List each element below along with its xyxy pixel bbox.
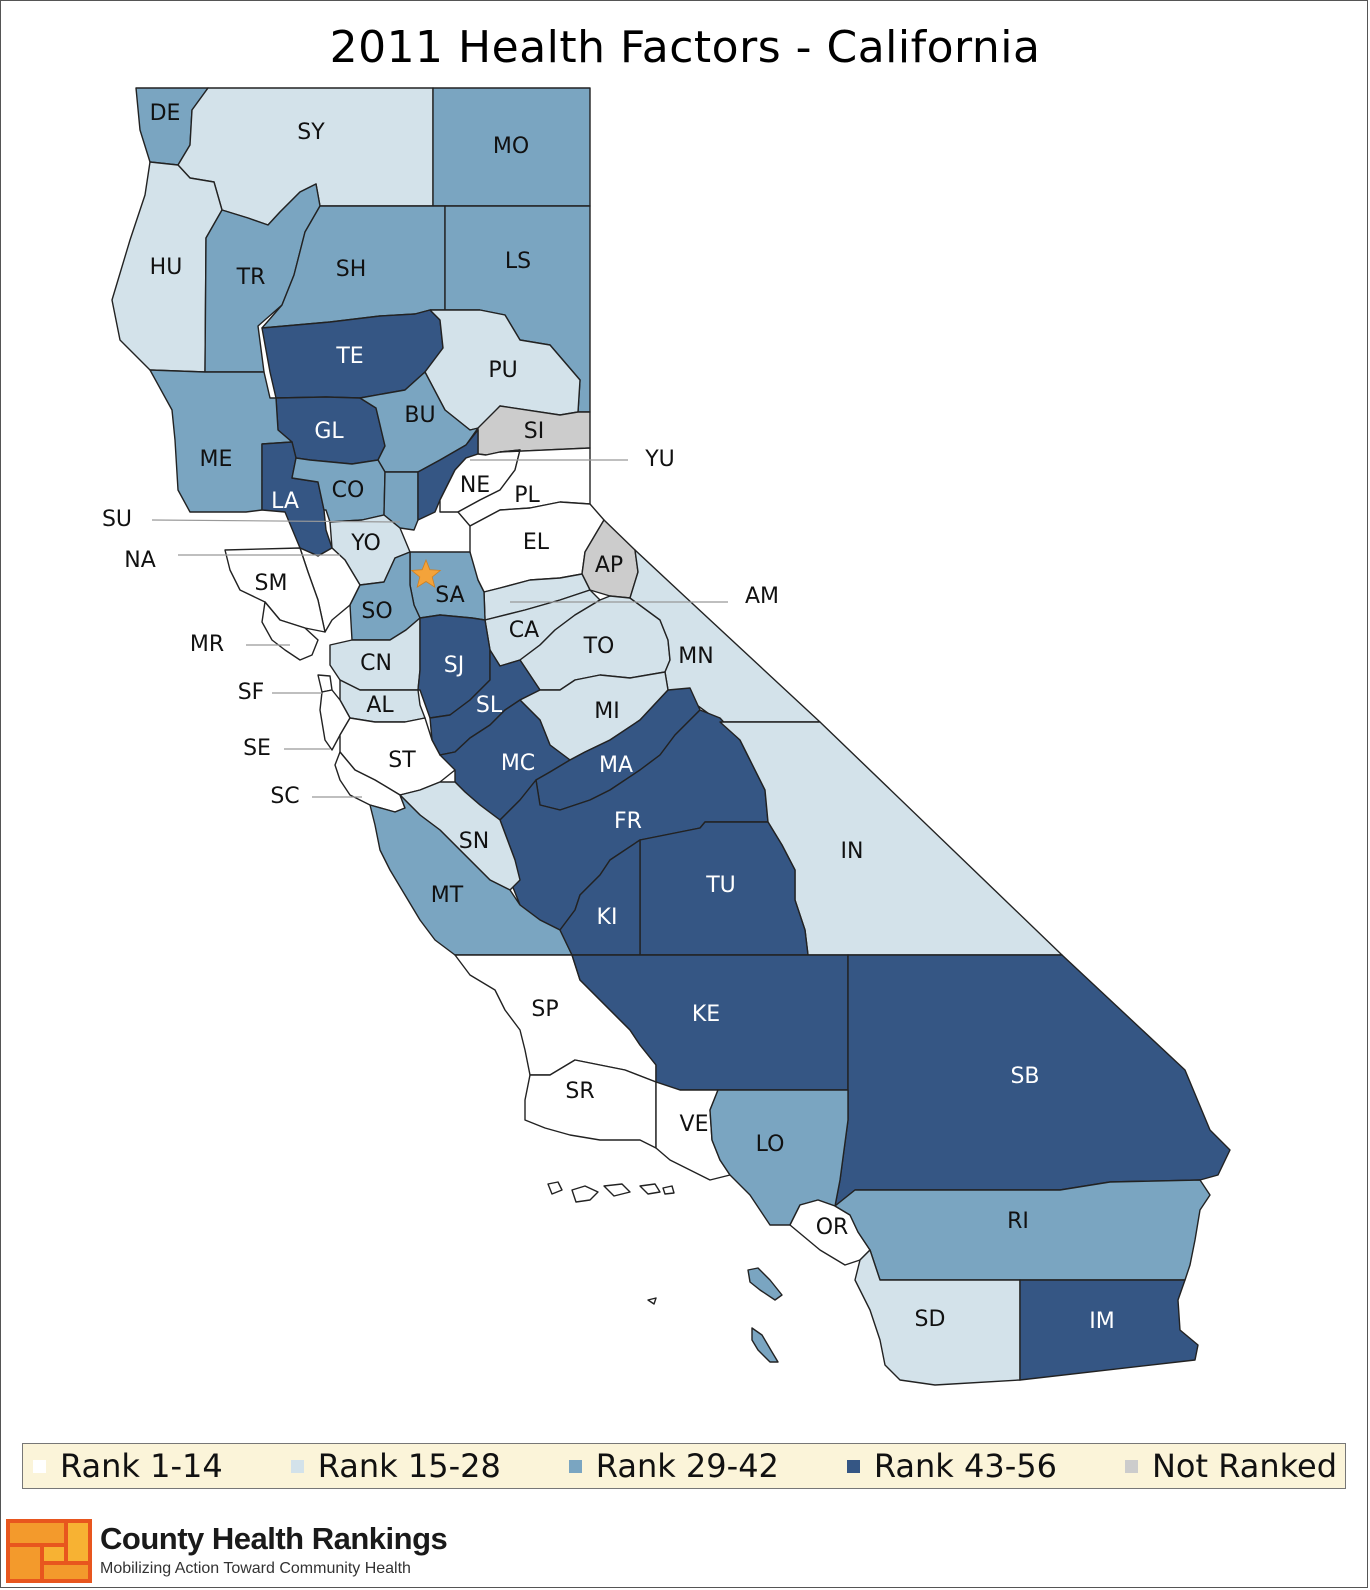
county-sf[interactable] bbox=[317, 674, 333, 693]
brand-tagline: Mobilizing Action Toward Community Healt… bbox=[100, 1560, 411, 1577]
county-label-tu: TU bbox=[705, 873, 736, 898]
island-shape bbox=[751, 1327, 779, 1363]
county-label-ap: AP bbox=[595, 553, 623, 578]
legend-label: Rank 29-42 bbox=[595, 1447, 779, 1485]
county-label-si: SI bbox=[524, 419, 544, 444]
county-label-ki: KI bbox=[597, 905, 618, 930]
county-label-sf: SF bbox=[238, 680, 265, 705]
county-label-im: IM bbox=[1089, 1309, 1114, 1334]
legend-label: Not Ranked bbox=[1151, 1447, 1337, 1485]
county-label-al: AL bbox=[366, 693, 394, 718]
county-label-sl: SL bbox=[476, 693, 503, 718]
county-label-ke: KE bbox=[692, 1002, 720, 1027]
county-label-sm: SM bbox=[255, 571, 288, 596]
county-label-sa: SA bbox=[435, 583, 464, 608]
legend-item-r3: Rank 29-42 bbox=[568, 1447, 779, 1485]
county-label-yo: YO bbox=[350, 531, 381, 556]
legend-label: Rank 43-56 bbox=[873, 1447, 1057, 1485]
county-label-me: ME bbox=[200, 447, 233, 472]
island-shape bbox=[639, 1183, 661, 1195]
county-label-mc: MC bbox=[501, 751, 535, 776]
county-label-or: OR bbox=[816, 1215, 849, 1240]
legend-swatch bbox=[1124, 1459, 1138, 1473]
island-shape bbox=[747, 1267, 783, 1301]
county-label-so: SO bbox=[361, 599, 392, 624]
county-label-sy: SY bbox=[297, 120, 325, 145]
county-lo[interactable] bbox=[709, 1089, 849, 1226]
county-label-ri: RI bbox=[1007, 1209, 1029, 1234]
county-label-to: TO bbox=[583, 634, 615, 659]
county-label-sh: SH bbox=[336, 257, 367, 282]
county-label-sj: SJ bbox=[444, 653, 464, 678]
leader-line-su bbox=[151, 519, 401, 523]
california-county-map: DE SY MO HU TR SH LS TE PU GL BU SI ME LA CO SU YU NE PL YO… bbox=[102, 87, 1231, 1386]
legend-swatch bbox=[568, 1459, 582, 1473]
map-title: 2011 Health Factors - California bbox=[329, 22, 1041, 73]
county-mt[interactable] bbox=[369, 794, 573, 956]
legend: Rank 1-14 Rank 15-28 Rank 29-42 Rank 43-56 N… bbox=[22, 1443, 1346, 1489]
county-label-gl: GL bbox=[314, 419, 344, 444]
county-label-co: CO bbox=[332, 478, 365, 503]
county-sd[interactable] bbox=[854, 1249, 1021, 1386]
county-im[interactable] bbox=[1019, 1279, 1199, 1381]
county-label-el: EL bbox=[523, 530, 550, 555]
legend-item-r2: Rank 15-28 bbox=[290, 1447, 501, 1485]
county-label-yu: YU bbox=[644, 447, 675, 472]
county-label-sd: SD bbox=[915, 1307, 946, 1332]
capital-star-icon bbox=[410, 558, 442, 588]
legend-item-nr: Not Ranked bbox=[1124, 1447, 1337, 1485]
island-shape bbox=[571, 1185, 599, 1203]
legend-item-r4: Rank 43-56 bbox=[846, 1447, 1057, 1485]
county-label-lo: LO bbox=[756, 1132, 785, 1157]
county-mr[interactable] bbox=[261, 601, 319, 661]
legend-swatch bbox=[846, 1459, 860, 1473]
county-label-sp: SP bbox=[531, 997, 558, 1022]
county-label-sn: SN bbox=[459, 829, 489, 854]
county-label-am: AM bbox=[745, 584, 779, 609]
county-label-ca: CA bbox=[509, 618, 539, 643]
county-label-bu: BU bbox=[404, 403, 435, 428]
brand-name: County Health Rankings bbox=[100, 1521, 448, 1556]
county-label-pu: PU bbox=[488, 358, 517, 383]
county-label-se: SE bbox=[243, 736, 271, 761]
county-label-mn: MN bbox=[678, 644, 713, 669]
county-label-mt: MT bbox=[431, 883, 464, 908]
county-sr[interactable] bbox=[524, 1059, 657, 1149]
county-label-tr: TR bbox=[236, 265, 266, 290]
island-shape bbox=[662, 1185, 675, 1195]
county-label-su: SU bbox=[102, 507, 132, 532]
county-label-mo: MO bbox=[493, 134, 529, 159]
legend-label: Rank 1-14 bbox=[60, 1447, 223, 1485]
county-label-na: NA bbox=[124, 548, 156, 573]
county-label-hu: HU bbox=[150, 255, 183, 280]
county-label-mr: MR bbox=[190, 632, 224, 657]
county-label-st: ST bbox=[388, 748, 416, 773]
county-label-ve: VE bbox=[680, 1112, 709, 1137]
legend-label: Rank 15-28 bbox=[317, 1447, 501, 1485]
legend-swatch bbox=[290, 1459, 304, 1473]
county-label-pl: PL bbox=[514, 483, 540, 508]
county-label-sr: SR bbox=[565, 1079, 594, 1104]
county-label-de: DE bbox=[150, 101, 181, 126]
legend-item-r1: Rank 1-14 bbox=[33, 1447, 223, 1485]
county-label-ma: MA bbox=[599, 753, 633, 778]
county-label-in: IN bbox=[841, 839, 864, 864]
county-label-ne: NE bbox=[460, 473, 490, 498]
legend-swatch bbox=[33, 1459, 46, 1473]
county-so[interactable] bbox=[349, 551, 421, 641]
county-label-mi: MI bbox=[594, 699, 619, 724]
county-label-ls: LS bbox=[505, 249, 531, 274]
island-shape bbox=[547, 1181, 563, 1195]
county-health-rankings-logo-icon bbox=[6, 1519, 92, 1583]
county-label-te: TE bbox=[335, 344, 363, 369]
county-label-sb: SB bbox=[1010, 1064, 1039, 1089]
county-label-fr: FR bbox=[614, 809, 642, 834]
county-label-sc: SC bbox=[270, 784, 299, 809]
county-label-la: LA bbox=[271, 489, 299, 514]
county-label-cn: CN bbox=[360, 651, 392, 676]
county-ri[interactable] bbox=[834, 1179, 1211, 1281]
island-shape bbox=[603, 1183, 631, 1197]
island-shape bbox=[647, 1297, 657, 1305]
